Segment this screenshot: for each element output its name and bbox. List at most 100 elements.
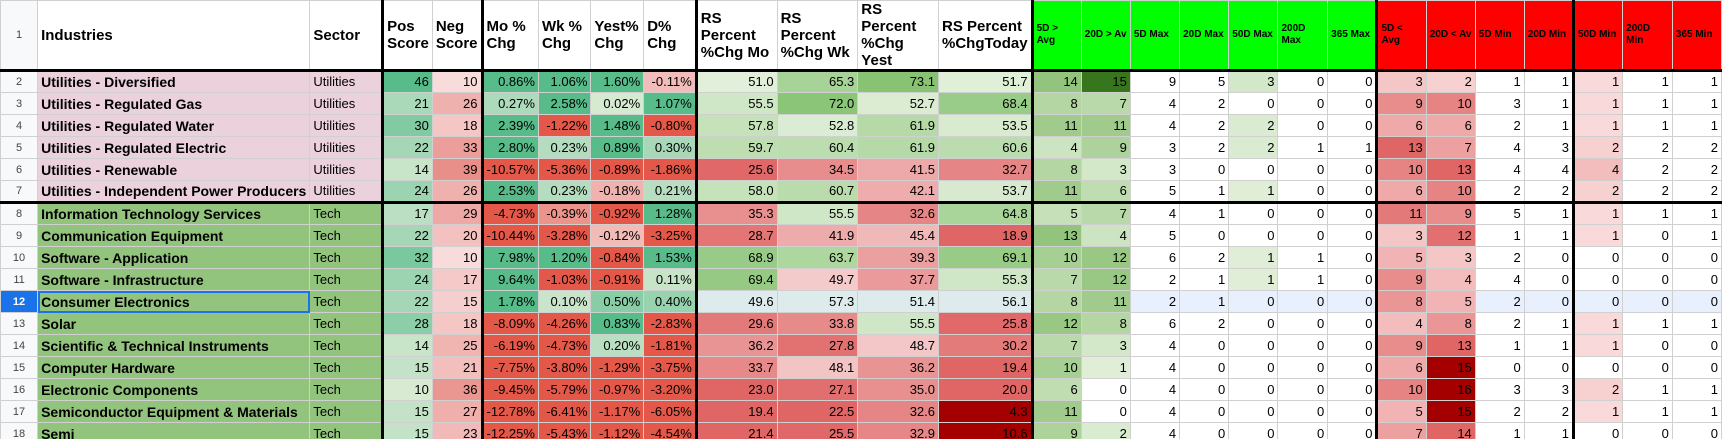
20d-gt-avg-cell[interactable]: 2 [1080, 422, 1131, 439]
50d-max-cell[interactable]: 1 [1228, 180, 1279, 203]
200d-min-cell[interactable]: 1 [1622, 201, 1673, 225]
20d-gt-avg-cell[interactable]: 11 [1080, 290, 1131, 313]
yest-chg-cell[interactable]: -0.97% [590, 378, 645, 401]
mo-chg-cell[interactable]: 1.78% [480, 290, 539, 313]
yest-chg-cell[interactable]: 0.89% [590, 136, 645, 159]
wk-chg-cell[interactable]: 0.23% [537, 180, 592, 203]
rs-wk-cell[interactable]: 48.1 [776, 356, 859, 379]
5d-max-cell[interactable]: 4 [1129, 400, 1181, 423]
50d-min-cell[interactable]: 0 [1572, 290, 1624, 313]
table-row[interactable]: 6 Utilities - Renewable Utilities 14 39 -10.5… [0, 158, 1722, 181]
200d-max-cell[interactable]: 0 [1277, 400, 1329, 423]
rs-today-cell[interactable]: 69.1 [938, 246, 1034, 269]
rs-yest-cell[interactable]: 39.3 [857, 246, 939, 269]
365-min-cell[interactable]: 0 [1671, 356, 1722, 379]
365-max-cell[interactable]: 0 [1327, 378, 1379, 401]
row-number[interactable]: 18 [0, 422, 39, 439]
table-row[interactable]: 8 Information Technology Services Tech 17 29… [0, 201, 1722, 225]
row-number[interactable]: 6 [0, 158, 39, 181]
sector-cell[interactable]: Tech [309, 224, 384, 247]
wk-chg-cell[interactable]: 0.10% [537, 290, 592, 313]
5d-lt-avg-cell[interactable]: 6 [1376, 180, 1427, 203]
50d-max-cell[interactable]: 0 [1228, 378, 1279, 401]
row-number[interactable]: 8 [0, 201, 39, 225]
table-row[interactable]: 11 Software - Infrastructure Tech 24 17 9.64%… [0, 268, 1722, 291]
rs-mo-cell[interactable]: 28.7 [694, 224, 778, 247]
200d-min-cell[interactable]: 1 [1622, 92, 1673, 115]
50d-max-cell[interactable]: 0 [1228, 312, 1279, 335]
5d-lt-avg-cell[interactable]: 9 [1376, 334, 1427, 357]
neg-score-cell[interactable]: 23 [431, 422, 483, 439]
20d-gt-avg-cell[interactable]: 0 [1080, 400, 1131, 423]
20d-gt-avg-cell[interactable]: 3 [1080, 158, 1131, 181]
200d-min-cell[interactable]: 0 [1622, 356, 1673, 379]
5d-min-cell[interactable]: 2 [1474, 114, 1525, 137]
20d-max-cell[interactable]: 2 [1179, 114, 1230, 137]
50d-min-cell[interactable]: 2 [1572, 136, 1624, 159]
5d-min-cell[interactable]: 0 [1474, 356, 1525, 379]
5d-min-cell[interactable]: 4 [1474, 136, 1525, 159]
50d-max-cell[interactable]: 2 [1228, 114, 1279, 137]
rs-today-cell[interactable]: 25.8 [938, 312, 1034, 335]
industry-cell[interactable]: Computer Hardware [37, 356, 311, 379]
table-row[interactable]: 2 Utilities - Diversified Utilities 46 10 0.8… [0, 70, 1722, 93]
365-min-cell[interactable]: 0 [1671, 334, 1722, 357]
sector-cell[interactable]: Tech [309, 268, 384, 291]
200d-max-cell[interactable]: 0 [1277, 114, 1329, 137]
mo-chg-cell[interactable]: -10.57% [480, 158, 539, 181]
200d-max-cell[interactable]: 0 [1277, 290, 1329, 313]
20d-gt-avg-cell[interactable]: 3 [1080, 334, 1131, 357]
rs-wk-cell[interactable]: 22.5 [776, 400, 859, 423]
5d-lt-avg-cell[interactable]: 13 [1376, 136, 1427, 159]
20d-lt-avg-cell[interactable]: 10 [1425, 180, 1476, 203]
20d-lt-avg-cell[interactable]: 13 [1425, 158, 1476, 181]
d-chg-cell[interactable]: 0.11% [643, 268, 697, 291]
rs-yest-cell[interactable]: 45.4 [857, 224, 939, 247]
rs-today-cell[interactable]: 53.7 [938, 180, 1034, 203]
5d-lt-avg-cell[interactable]: 6 [1376, 114, 1427, 137]
neg-score-cell[interactable]: 25 [431, 334, 483, 357]
365-min-cell[interactable]: 1 [1671, 70, 1722, 93]
5d-min-cell[interactable]: 2 [1474, 290, 1525, 313]
rs-wk-cell[interactable]: 72.0 [776, 92, 859, 115]
neg-score-cell[interactable]: 36 [431, 378, 483, 401]
20d-max-cell[interactable]: 0 [1179, 422, 1230, 439]
365-min-cell[interactable]: 1 [1671, 114, 1722, 137]
365-min-cell[interactable]: 1 [1671, 92, 1722, 115]
200d-min-cell[interactable]: 0 [1622, 268, 1673, 291]
20d-lt-avg-cell[interactable]: 13 [1425, 334, 1476, 357]
20d-min-cell[interactable]: 0 [1523, 356, 1575, 379]
d-chg-cell[interactable]: -1.81% [643, 334, 697, 357]
sector-cell[interactable]: Tech [309, 356, 384, 379]
365-min-cell[interactable]: 1 [1671, 312, 1722, 335]
365-min-cell[interactable]: 0 [1671, 268, 1722, 291]
wk-chg-cell[interactable]: -6.41% [537, 400, 592, 423]
d-chg-cell[interactable]: -1.86% [643, 158, 697, 181]
industry-cell[interactable]: Solar [37, 312, 311, 335]
365-max-cell[interactable]: 0 [1327, 201, 1379, 225]
rs-today-cell[interactable]: 55.3 [938, 268, 1034, 291]
rs-mo-cell[interactable]: 51.0 [694, 70, 778, 93]
5d-gt-avg-cell[interactable]: 5 [1031, 201, 1082, 225]
5d-lt-avg-cell[interactable]: 11 [1376, 201, 1427, 225]
5d-max-cell[interactable]: 4 [1129, 114, 1181, 137]
row-number[interactable]: 7 [0, 180, 39, 203]
header-50d-min[interactable]: 50D Min [1572, 0, 1624, 72]
200d-max-cell[interactable]: 0 [1277, 312, 1329, 335]
rs-yest-cell[interactable]: 73.1 [857, 70, 939, 93]
5d-gt-avg-cell[interactable]: 13 [1031, 224, 1082, 247]
50d-min-cell[interactable]: 1 [1572, 114, 1624, 137]
rs-mo-cell[interactable]: 68.9 [694, 246, 778, 269]
pos-score-cell[interactable]: 22 [381, 290, 433, 313]
365-max-cell[interactable]: 0 [1327, 224, 1379, 247]
5d-max-cell[interactable]: 5 [1129, 224, 1181, 247]
5d-min-cell[interactable]: 2 [1474, 180, 1525, 203]
pos-score-cell[interactable]: 15 [381, 356, 433, 379]
365-min-cell[interactable]: 1 [1671, 378, 1722, 401]
5d-gt-avg-cell[interactable]: 6 [1031, 378, 1082, 401]
wk-chg-cell[interactable]: 0.23% [537, 136, 592, 159]
5d-lt-avg-cell[interactable]: 4 [1376, 312, 1427, 335]
5d-max-cell[interactable]: 4 [1129, 356, 1181, 379]
rs-yest-cell[interactable]: 48.7 [857, 334, 939, 357]
